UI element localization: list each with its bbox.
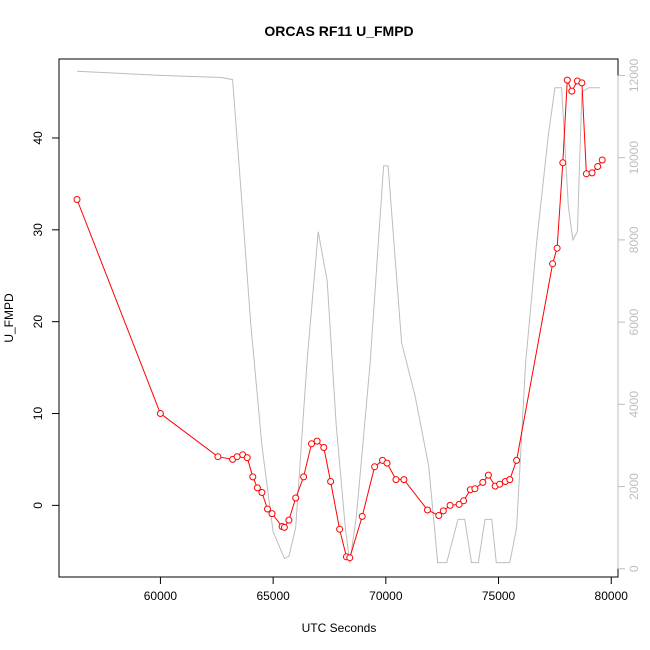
data-point bbox=[233, 453, 241, 461]
series-layer bbox=[73, 70, 606, 564]
data-point bbox=[346, 554, 354, 562]
data-point bbox=[280, 523, 288, 531]
data-point bbox=[513, 456, 521, 464]
y2-axis: 0 2000 4000 6000 8000 10000 12000 bbox=[617, 58, 641, 572]
y-tick-label: 30 bbox=[31, 223, 45, 237]
data-point bbox=[484, 471, 492, 479]
series-line-right-axis bbox=[76, 70, 600, 564]
data-point bbox=[300, 473, 308, 481]
data-point bbox=[383, 459, 391, 467]
x-axis: 60000 65000 70000 75000 80000 bbox=[144, 576, 629, 603]
data-point bbox=[249, 473, 257, 481]
data-point bbox=[588, 169, 596, 177]
y2-tick-label: 2000 bbox=[627, 473, 641, 500]
data-point bbox=[258, 489, 266, 496]
data-point bbox=[446, 501, 454, 509]
data-point bbox=[582, 170, 590, 178]
chart-title: ORCAS RF11 U_FMPD bbox=[264, 23, 413, 39]
data-point bbox=[327, 478, 335, 485]
x-tick-label: 80000 bbox=[595, 589, 629, 603]
data-point bbox=[371, 463, 379, 471]
data-point bbox=[320, 444, 328, 451]
x-tick-label: 75000 bbox=[482, 589, 516, 603]
data-point bbox=[73, 196, 81, 203]
data-point bbox=[435, 512, 443, 519]
data-point bbox=[400, 476, 408, 484]
data-point bbox=[559, 159, 567, 167]
y-tick-label: 0 bbox=[31, 502, 45, 509]
x-tick-label: 70000 bbox=[369, 589, 403, 603]
data-point bbox=[268, 510, 276, 518]
data-point bbox=[471, 485, 479, 493]
data-point bbox=[243, 454, 251, 462]
data-point bbox=[336, 525, 344, 533]
data-point bbox=[214, 453, 222, 461]
data-point bbox=[496, 480, 504, 488]
data-point bbox=[549, 260, 557, 268]
data-point bbox=[313, 437, 321, 445]
y-tick-label: 10 bbox=[31, 407, 45, 421]
data-point bbox=[308, 440, 315, 448]
y-tick-label: 40 bbox=[31, 131, 45, 145]
data-point bbox=[506, 476, 514, 484]
y2-tick-label: 4000 bbox=[627, 391, 641, 418]
data-point bbox=[460, 497, 468, 505]
y2-tick-label: 8000 bbox=[627, 226, 641, 253]
data-point bbox=[424, 506, 431, 514]
y-axis: 0 10 20 30 40 bbox=[31, 131, 60, 509]
data-point bbox=[594, 163, 602, 170]
data-point bbox=[455, 500, 463, 508]
data-point bbox=[598, 156, 606, 164]
data-point bbox=[358, 512, 366, 520]
x-tick-label: 65000 bbox=[256, 589, 290, 603]
data-point bbox=[253, 484, 261, 492]
y2-tick-label: 0 bbox=[627, 565, 641, 572]
data-point bbox=[563, 76, 571, 84]
data-point bbox=[292, 494, 300, 502]
x-tick-label: 60000 bbox=[144, 589, 178, 603]
x-axis-label: UTC Seconds bbox=[302, 621, 377, 635]
data-point bbox=[392, 476, 400, 484]
data-point bbox=[439, 507, 447, 515]
data-point bbox=[553, 244, 561, 252]
data-point bbox=[568, 87, 576, 95]
y-axis-label: U_FMPD bbox=[2, 293, 16, 343]
plot-frame bbox=[58, 58, 619, 578]
data-point bbox=[285, 516, 293, 524]
data-point bbox=[578, 79, 586, 87]
data-point bbox=[264, 505, 271, 513]
y2-tick-label: 10000 bbox=[627, 141, 641, 175]
data-point bbox=[479, 478, 487, 486]
y-tick-label: 20 bbox=[31, 315, 45, 329]
data-point bbox=[156, 410, 164, 417]
series-line-left-axis bbox=[76, 79, 603, 559]
y2-tick-label: 6000 bbox=[627, 308, 641, 335]
y2-tick-label: 12000 bbox=[627, 58, 641, 92]
